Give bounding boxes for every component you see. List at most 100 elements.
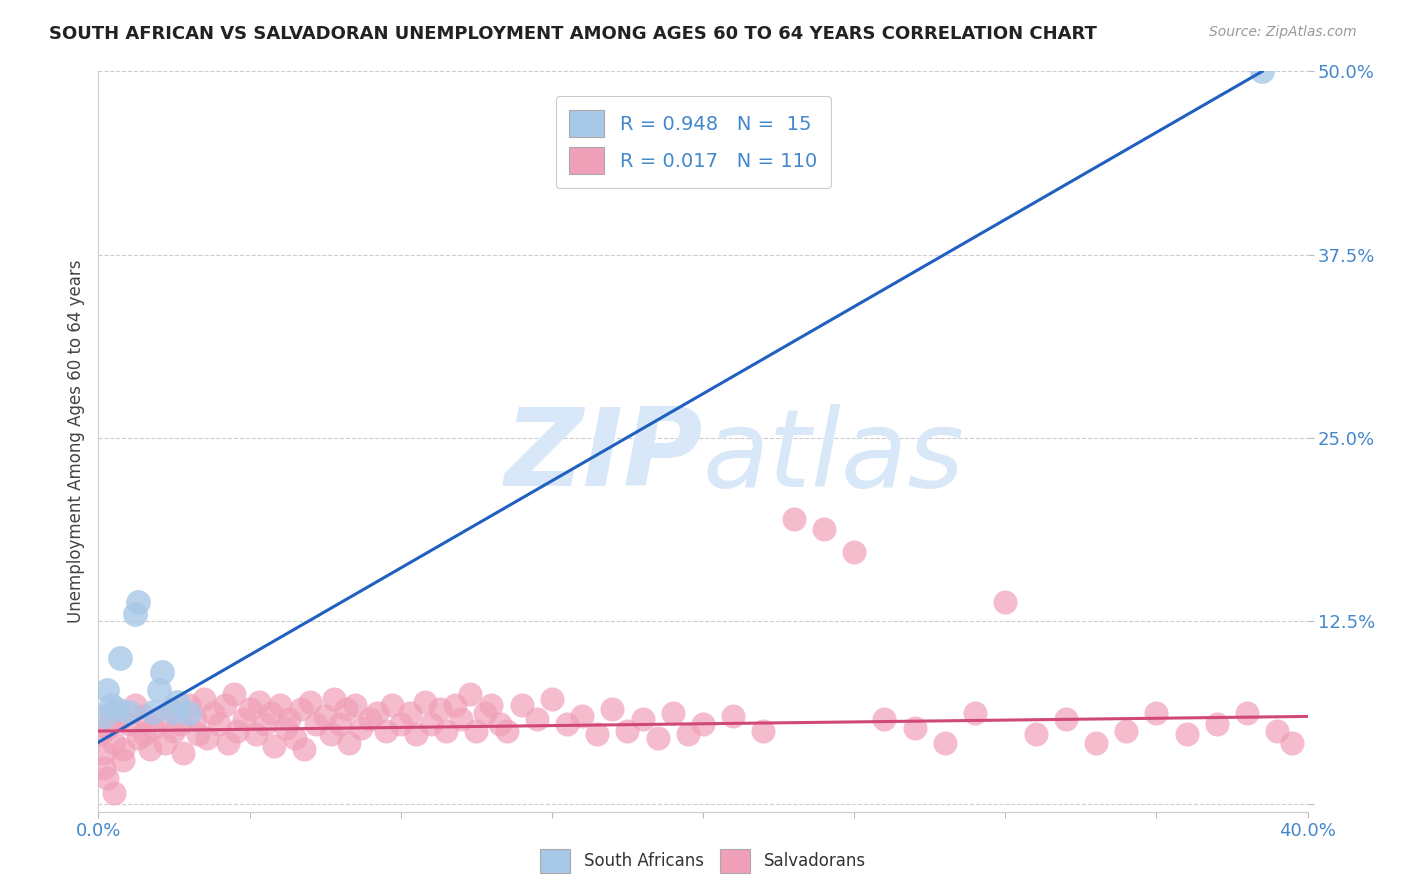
Point [103,736,125,750]
Point [124,698,146,712]
Point [1251,64,1274,78]
Point [224,688,246,702]
Point [994,595,1017,609]
Point [179,706,201,721]
Point [555,716,578,731]
Point [299,695,322,709]
Point [292,741,315,756]
Point [571,709,593,723]
Point [337,736,360,750]
Point [245,727,267,741]
Point [166,695,188,709]
Point [100,706,122,721]
Point [217,736,239,750]
Point [193,691,215,706]
Point [314,709,336,723]
Point [111,753,134,767]
Point [108,650,131,665]
Point [284,731,307,746]
Point [631,712,654,726]
Point [398,706,420,721]
Point [413,695,436,709]
Point [510,698,533,712]
Point [93,709,115,723]
Point [873,712,896,726]
Point [676,727,699,741]
Point [105,702,128,716]
Point [495,724,517,739]
Point [1267,724,1289,739]
Point [586,727,609,741]
Point [148,712,170,726]
Point [381,698,404,712]
Point [360,712,382,726]
Point [783,511,806,525]
Point [1175,727,1198,741]
Point [434,724,457,739]
Point [179,698,201,712]
Text: atlas: atlas [703,404,965,508]
Point [132,727,155,741]
Point [489,716,512,731]
Point [108,712,131,726]
Point [474,706,496,721]
Point [111,741,134,756]
Point [172,746,194,760]
Point [335,702,357,716]
Point [965,706,987,721]
Point [1236,706,1258,721]
Point [277,712,299,726]
Point [540,691,562,706]
Text: ZIP: ZIP [505,403,703,509]
Point [93,746,115,760]
Point [329,716,352,731]
Point [184,712,207,726]
Point [465,724,488,739]
Point [142,721,165,735]
Legend: R = 0.948   N =  15, R = 0.017   N = 110: R = 0.948 N = 15, R = 0.017 N = 110 [555,95,831,188]
Point [323,691,346,706]
Point [1281,736,1303,750]
Point [1054,712,1077,726]
Point [813,522,835,536]
Point [752,724,775,739]
Point [405,727,427,741]
Point [1206,716,1229,731]
Point [647,731,669,746]
Point [96,771,118,785]
Point [1085,736,1108,750]
Point [269,698,291,712]
Point [374,724,396,739]
Point [127,595,149,609]
Point [616,724,638,739]
Point [96,683,118,698]
Point [420,716,443,731]
Point [444,698,467,712]
Point [344,698,367,712]
Point [429,702,451,716]
Point [100,698,122,712]
Point [169,716,191,731]
Point [153,736,176,750]
Point [366,706,388,721]
Point [195,731,218,746]
Point [150,665,173,680]
Point [1115,724,1137,739]
Point [481,698,503,712]
Point [124,607,146,621]
Point [350,721,373,735]
Point [139,741,162,756]
Point [526,712,548,726]
Point [226,724,249,739]
Point [723,709,745,723]
Point [148,683,170,698]
Y-axis label: Unemployment Among Ages 60 to 64 years: Unemployment Among Ages 60 to 64 years [66,260,84,624]
Point [1024,727,1046,741]
Point [163,724,186,739]
Point [96,721,118,735]
Point [118,716,141,731]
Text: SOUTH AFRICAN VS SALVADORAN UNEMPLOYMENT AMONG AGES 60 TO 64 YEARS CORRELATION C: SOUTH AFRICAN VS SALVADORAN UNEMPLOYMENT… [49,25,1097,43]
Point [290,702,312,716]
Point [260,706,283,721]
Point [274,721,297,735]
